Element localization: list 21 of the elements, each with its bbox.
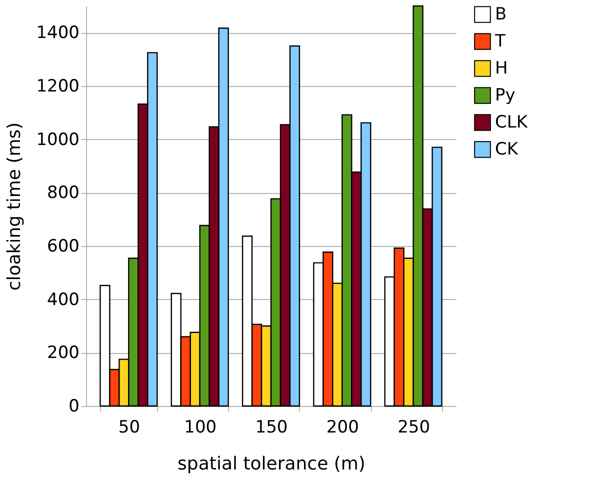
y-tick-label: 800: [47, 183, 80, 204]
legend-label: CK: [495, 140, 519, 160]
y-tick-label: 600: [47, 236, 80, 256]
y-tick-label: 1400: [36, 23, 80, 44]
y-tick-label: 1000: [36, 130, 80, 150]
x-tick-label: 100: [184, 418, 217, 438]
y-axis-title: cloaking time (ms): [4, 122, 26, 291]
x-axis-title: spatial tolerance (m): [178, 454, 366, 474]
x-tick-label: 250: [398, 418, 430, 438]
legend-label: Py: [495, 86, 516, 106]
legend-label: T: [494, 32, 506, 52]
x-tick-label: 50: [118, 418, 140, 438]
legend-label: B: [495, 4, 507, 24]
y-tick-label: 1200: [36, 76, 80, 96]
legend-label: H: [495, 58, 508, 78]
y-tick-label: 0: [68, 396, 80, 416]
x-tick-label: 200: [326, 418, 359, 438]
legend-label: CLK: [495, 112, 528, 132]
y-tick-label: 200: [47, 343, 80, 364]
y-tick-label: 400: [47, 290, 80, 310]
x-tick-label: 150: [255, 418, 288, 438]
